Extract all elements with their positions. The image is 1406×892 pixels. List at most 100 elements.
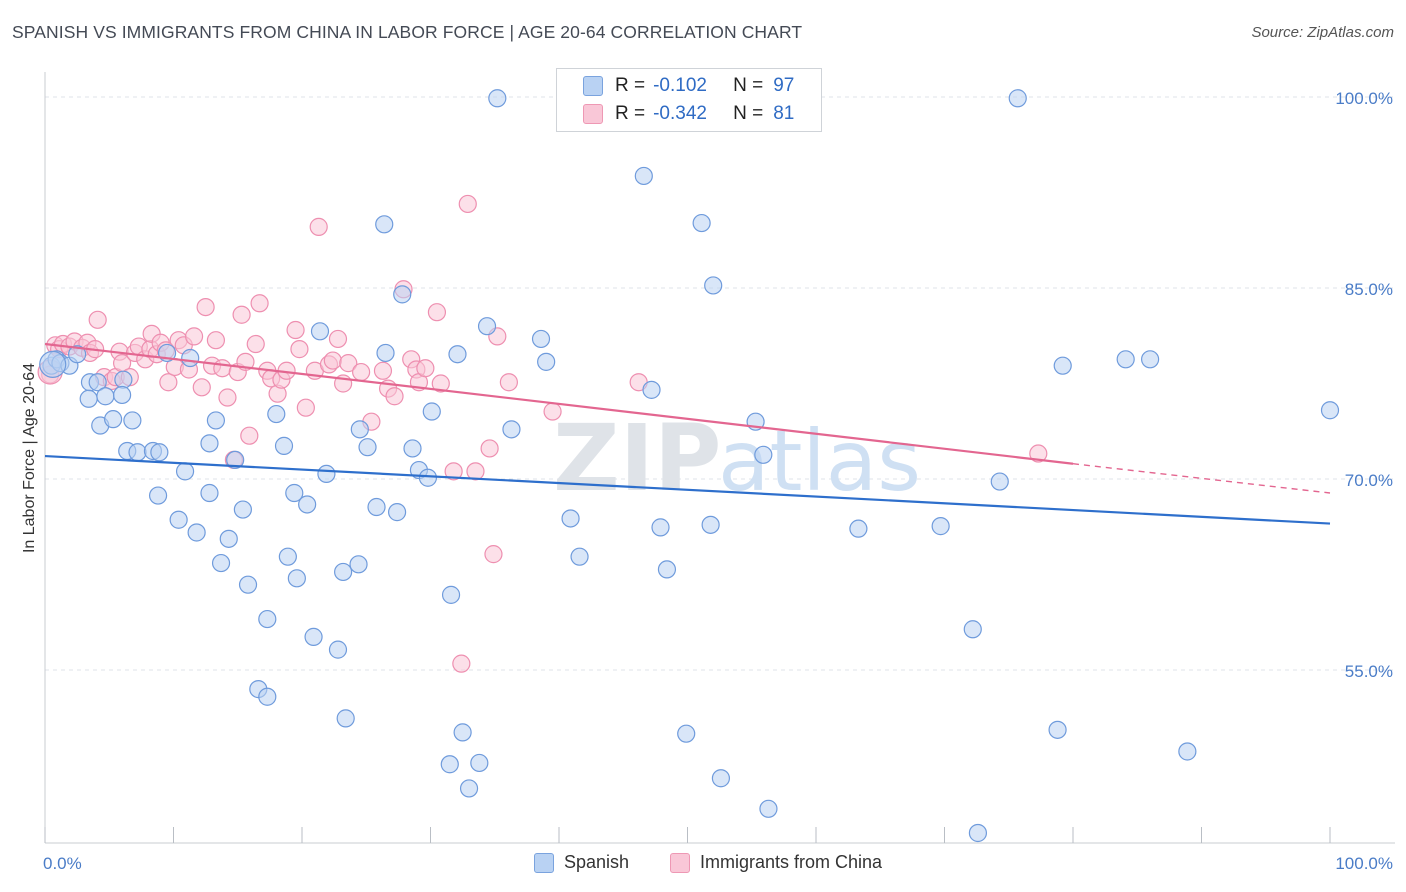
spanish-point-37 — [278, 547, 297, 566]
china-point-53 — [309, 217, 328, 236]
trend-lines — [44, 342, 1331, 525]
spanish-point-6 — [79, 389, 98, 408]
spanish-point-22 — [181, 348, 200, 368]
spanish-point-72 — [634, 166, 653, 186]
bottom-legend: Spanish Immigrants from China — [0, 852, 1406, 878]
spanish-point-79 — [701, 515, 720, 534]
bottom-legend-china: Immigrants from China — [670, 852, 882, 873]
legend-r-value: -0.342 — [653, 103, 707, 124]
legend-swatch-spanish — [583, 76, 603, 96]
spanish-point-95 — [1320, 401, 1340, 420]
spanish-point-48 — [350, 420, 369, 439]
spanish-point-73 — [642, 380, 661, 399]
spanish-point-46 — [336, 709, 355, 728]
spanish-point-78 — [704, 276, 723, 295]
chart-title: SPANISH VS IMMIGRANTS FROM CHINA IN LABO… — [12, 22, 803, 42]
spanish-point-69 — [537, 352, 556, 371]
spanish-point-59 — [440, 755, 459, 774]
china-point-43 — [250, 294, 269, 313]
china-point-74 — [466, 462, 485, 481]
china-point-34 — [206, 331, 226, 350]
legend-n-label: N = — [733, 75, 764, 96]
china-point-32 — [196, 298, 215, 317]
china-point-56 — [328, 329, 348, 349]
china-point-70 — [431, 374, 450, 393]
legend-r-value: -0.102 — [653, 75, 707, 96]
spanish-point-7 — [88, 373, 107, 392]
spanish-point-77 — [692, 213, 711, 233]
spanish-point-17 — [150, 443, 169, 462]
china-point-25 — [159, 373, 178, 392]
spanish-point-53 — [387, 503, 407, 522]
spanish-point-60 — [441, 585, 461, 604]
spanish-point-92 — [1116, 350, 1135, 369]
spanish-point-31 — [238, 575, 258, 594]
spanish-point-44 — [328, 640, 348, 659]
legend-row-spanish: R = -0.102 N = 97 — [583, 73, 794, 99]
spanish-point-86 — [963, 620, 982, 639]
spanish-point-30 — [233, 500, 252, 519]
china-point-68 — [416, 359, 435, 378]
spanish-point-39 — [287, 569, 306, 588]
spanish-point-76 — [677, 724, 696, 743]
trend-line-china — [44, 342, 1074, 465]
bottom-legend-spanish: Spanish — [534, 852, 629, 873]
series-spanish-points — [39, 89, 1340, 843]
spanish-point-4 — [68, 345, 87, 364]
spanish-point-75 — [657, 560, 677, 579]
legend-n-value: 97 — [773, 75, 795, 96]
spanish-point-26 — [206, 411, 226, 430]
bottom-swatch-china — [670, 852, 690, 873]
legend-swatch-china — [583, 104, 603, 124]
spanish-point-38 — [285, 483, 304, 503]
x-tick-label-0: 0.0% — [43, 854, 82, 873]
spanish-point-74 — [651, 518, 670, 537]
china-point-51 — [296, 398, 315, 417]
china-point-30 — [184, 327, 204, 346]
spanish-point-15 — [128, 443, 147, 462]
china-point-72 — [452, 654, 471, 673]
spanish-point-40 — [298, 495, 317, 514]
source-label: Source: ZipAtlas.com — [1251, 24, 1394, 41]
spanish-point-54 — [393, 285, 412, 304]
spanish-point-61 — [448, 345, 467, 364]
china-point-36 — [218, 388, 237, 407]
spanish-point-9 — [96, 387, 115, 406]
china-point-76 — [484, 545, 503, 564]
spanish-point-83 — [759, 799, 778, 818]
spanish-point-29 — [226, 450, 245, 469]
spanish-point-23 — [187, 523, 206, 542]
spanish-point-88 — [990, 472, 1009, 491]
china-point-78 — [499, 373, 518, 392]
spanish-point-82 — [754, 445, 773, 464]
tick-labels: 100.0% 85.0% 70.0% 55.0% 0.0% 100.0% — [43, 89, 1393, 873]
spanish-point-50 — [367, 497, 386, 517]
spanish-point-93 — [1140, 350, 1160, 369]
spanish-point-49 — [358, 438, 377, 457]
spanish-point-11 — [114, 370, 133, 389]
watermark-zip: ZIP — [553, 405, 721, 512]
y-tick-label-2: 70.0% — [1345, 471, 1393, 490]
china-point-71 — [444, 462, 463, 481]
bottom-swatch-spanish — [534, 852, 554, 873]
spanish-point-36 — [274, 436, 294, 455]
spanish-point-90 — [1053, 356, 1072, 375]
legend-n-label: N = — [733, 103, 764, 124]
legend: R = -0.102 N = 97 R = -0.342 N = 81 — [556, 68, 822, 132]
y-tick-label-3: 55.0% — [1345, 662, 1393, 681]
china-point-58 — [339, 354, 358, 373]
spanish-point-57 — [418, 468, 438, 487]
spanish-point-80 — [711, 769, 731, 788]
china-point-69 — [427, 303, 447, 322]
spanish-point-52 — [375, 215, 394, 234]
spanish-point-71 — [570, 547, 589, 566]
spanish-point-55 — [403, 439, 422, 458]
spanish-point-51 — [376, 343, 395, 363]
spanish-point-63 — [459, 779, 479, 798]
trend-line-spanish — [44, 454, 1331, 525]
spanish-point-24 — [200, 434, 219, 453]
china-point-81 — [1029, 444, 1048, 463]
china-point-10 — [88, 310, 107, 329]
spanish-point-84 — [849, 519, 868, 538]
bottom-legend-spanish-label: Spanish — [564, 852, 630, 872]
